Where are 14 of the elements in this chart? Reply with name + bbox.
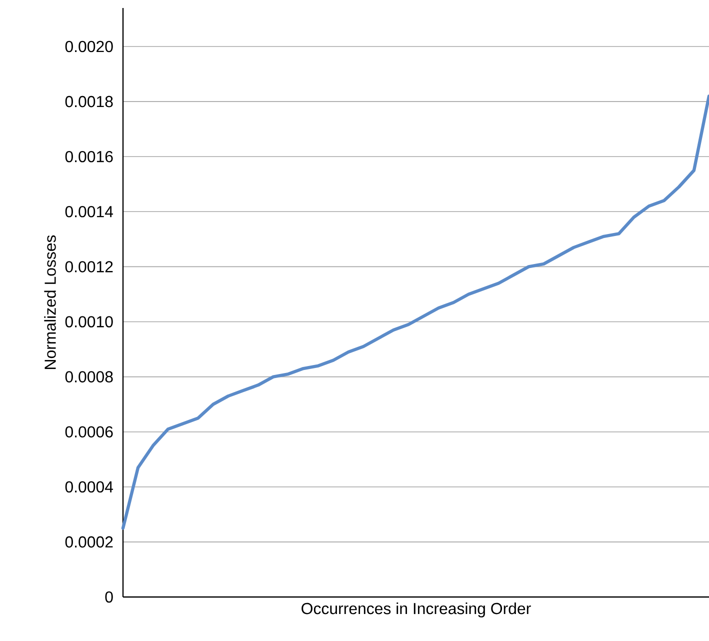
y-tick-label: 0.0004 xyxy=(65,481,114,493)
y-tick-label: 0.0008 xyxy=(65,371,113,382)
y-tick-label: 0.0014 xyxy=(65,206,114,218)
y-tick-label: 0.0016 xyxy=(65,150,113,162)
y-tick-label: 0.0018 xyxy=(65,96,113,108)
y-tick-label: 0.0020 xyxy=(65,40,113,52)
y-tick-label: 0.0010 xyxy=(65,316,113,328)
y-tick-label: 0 xyxy=(105,591,113,603)
line-series xyxy=(121,94,709,530)
x-axis-title: Occurrences in Increasing Order xyxy=(302,602,531,618)
y-tick-label: 0.0002 xyxy=(65,536,113,548)
y-tick-label: 0.0006 xyxy=(65,426,113,438)
y-axis-title: Normalized Losses xyxy=(44,235,56,369)
y-tick-label: 0.0012 xyxy=(65,261,113,272)
